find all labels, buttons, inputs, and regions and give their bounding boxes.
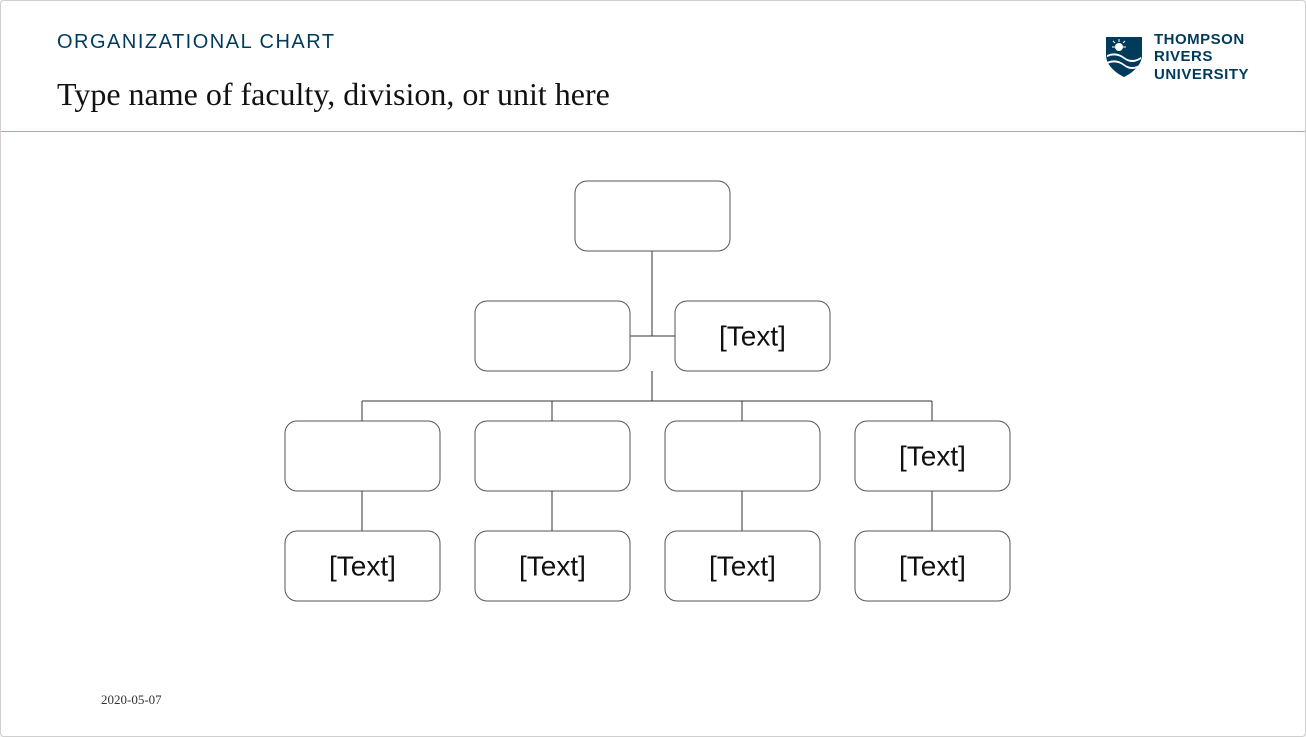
org-node-l3b[interactable]	[475, 421, 630, 491]
org-node-box[interactable]	[665, 421, 820, 491]
logo-line3: UNIVERSITY	[1154, 66, 1249, 83]
org-chart-svg: [Text] [Text] [Text] [Text] [Text] [Text]	[243, 161, 1063, 621]
title-block: ORGANIZATIONAL CHART Type name of facult…	[57, 31, 1104, 113]
header-row: ORGANIZATIONAL CHART Type name of facult…	[57, 31, 1249, 113]
org-node-box[interactable]	[285, 421, 440, 491]
university-logo: THOMPSON RIVERS UNIVERSITY	[1104, 31, 1249, 83]
shield-icon	[1104, 35, 1144, 79]
org-node-l4c[interactable]: [Text]	[665, 531, 820, 601]
logo-line1: THOMPSON	[1154, 31, 1249, 48]
org-chart-area: [Text] [Text] [Text] [Text] [Text] [Text]	[1, 161, 1305, 656]
org-node-l3a[interactable]	[285, 421, 440, 491]
org-node-l3d[interactable]: [Text]	[855, 421, 1010, 491]
slide: ORGANIZATIONAL CHART Type name of facult…	[0, 0, 1306, 737]
kicker-title: ORGANIZATIONAL CHART	[57, 31, 1104, 54]
org-node-label: [Text]	[709, 550, 776, 581]
org-node-l3c[interactable]	[665, 421, 820, 491]
org-node-box[interactable]	[475, 301, 630, 371]
org-node-l4d[interactable]: [Text]	[855, 531, 1010, 601]
org-node-l4a[interactable]: [Text]	[285, 531, 440, 601]
logo-line2: RIVERS	[1154, 48, 1249, 65]
footer-date: 2020-05-07	[101, 692, 162, 708]
org-node-box[interactable]	[475, 421, 630, 491]
org-node-label: [Text]	[899, 440, 966, 471]
org-node-label: [Text]	[519, 550, 586, 581]
org-node-top[interactable]	[575, 181, 730, 251]
slide-header: ORGANIZATIONAL CHART Type name of facult…	[1, 1, 1305, 132]
org-node-label: [Text]	[899, 550, 966, 581]
org-node-l2b[interactable]: [Text]	[675, 301, 830, 371]
org-node-l4b[interactable]: [Text]	[475, 531, 630, 601]
org-node-label: [Text]	[329, 550, 396, 581]
subtitle-placeholder[interactable]: Type name of faculty, division, or unit …	[57, 76, 1104, 113]
org-node-l2a[interactable]	[475, 301, 630, 371]
logo-text: THOMPSON RIVERS UNIVERSITY	[1154, 31, 1249, 83]
org-node-box[interactable]	[575, 181, 730, 251]
org-node-label: [Text]	[719, 320, 786, 351]
